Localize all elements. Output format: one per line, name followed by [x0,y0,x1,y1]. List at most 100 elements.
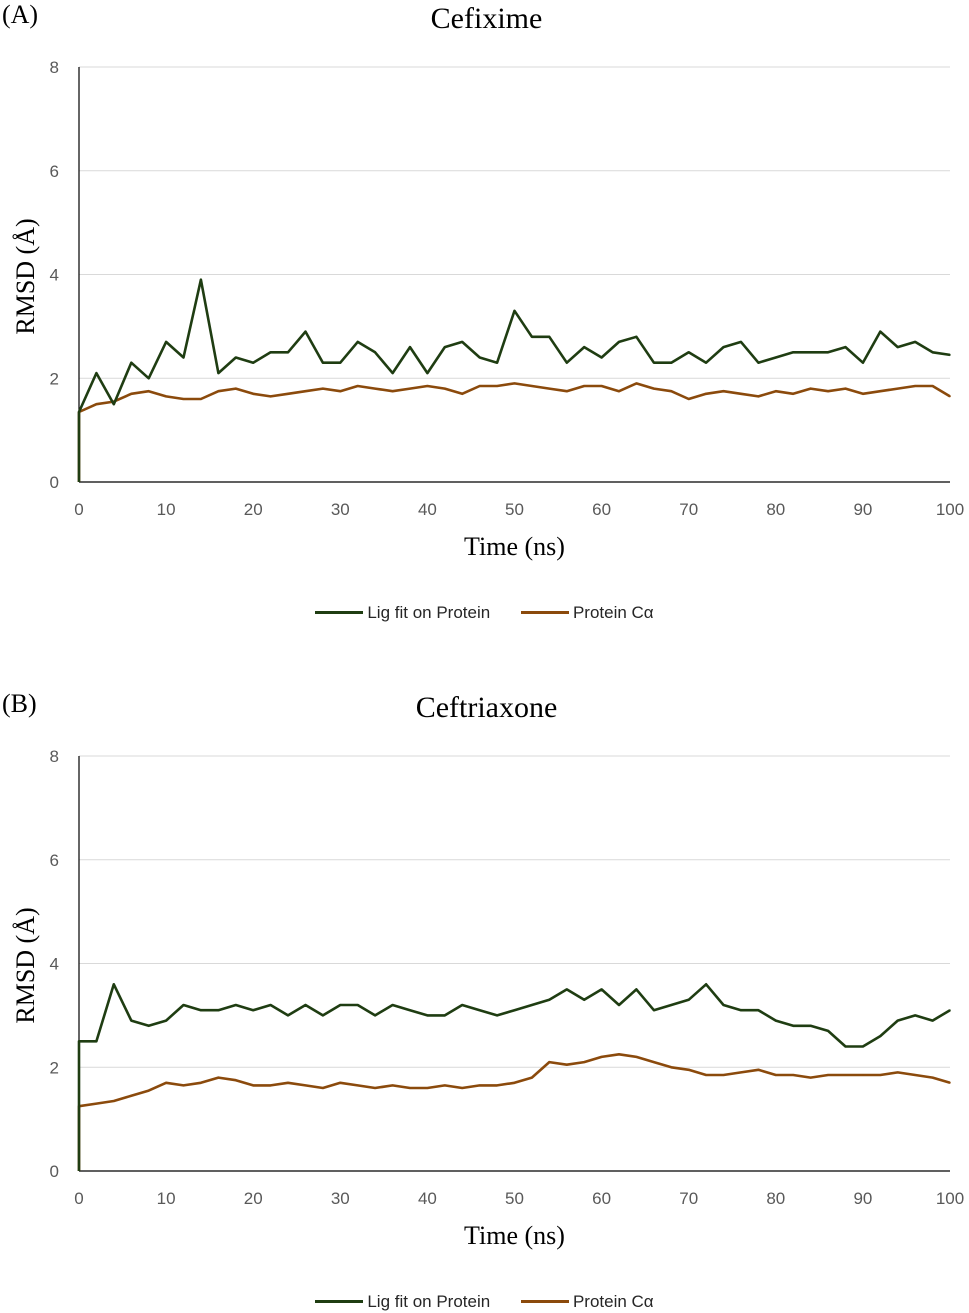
data-point [496,1014,498,1017]
data-point [409,1087,411,1089]
data-point [775,356,777,359]
data-point [931,1019,934,1022]
data-point [235,1004,237,1006]
data-point [496,385,498,387]
data-point [809,1025,812,1027]
data-point [461,341,464,343]
data-point [513,382,516,385]
data-point [409,1009,411,1011]
x-tick-label: 20 [244,500,263,519]
data-point [78,1040,80,1043]
data-point [775,1019,777,1022]
y-tick-label: 4 [50,266,59,285]
data-point [147,1089,150,1092]
data-point [356,341,359,343]
data-point [304,330,307,333]
data-point [322,361,324,364]
data-point [444,1014,446,1017]
data-point [705,393,707,395]
data-point [322,1014,324,1017]
data-point [269,395,272,398]
data-point [705,361,707,364]
data-point [931,385,934,387]
data-point [252,361,254,364]
data-point [113,1100,115,1102]
data-point [426,1014,429,1017]
data-point [914,1074,916,1076]
legend: Lig fit on Protein Protein Cα [0,599,969,623]
data-point [356,385,359,387]
data-point [478,385,481,387]
x-tick-label: 90 [853,1189,872,1208]
data-point [409,387,411,390]
data-point [792,351,794,354]
data-point [879,1074,882,1076]
data-point [566,988,568,991]
data-point [827,351,829,354]
data-point [235,1079,237,1081]
data-point [165,395,167,398]
data-point [252,1084,254,1087]
data-point [269,1004,272,1006]
series-line-lig-fit-on-protein [77,278,951,482]
data-point [635,988,638,991]
data-point [635,1056,638,1058]
data-point [147,1025,150,1027]
x-tick-label: 10 [157,500,176,519]
y-axis-title: RMSD (Å) [11,907,40,1023]
data-point [165,1082,167,1084]
data-point [879,390,882,393]
data-point [374,1087,376,1089]
data-point [339,1004,342,1006]
data-point [827,1074,829,1076]
data-point [879,1035,882,1037]
data-point [287,1082,289,1084]
data-point [548,387,551,390]
x-tick-label: 90 [853,500,872,519]
data-point [391,1004,394,1006]
data-point [670,1066,673,1069]
data-point [740,393,742,395]
data-point [653,361,655,364]
data-point [374,1014,376,1017]
legend-swatch-protein [520,611,569,614]
data-point [287,351,289,354]
legend-swatch-lig [315,611,364,614]
data-point [444,1084,446,1087]
x-axis-title: Time (ns) [464,532,565,561]
x-tick-label: 60 [592,500,611,519]
data-point [670,361,673,364]
data-point [757,1069,760,1071]
data-point [757,395,760,398]
data-point [583,385,585,387]
data-point [757,1009,760,1011]
data-point [914,341,916,343]
x-tick-label: 80 [766,500,785,519]
data-point [513,1082,516,1084]
data-point [809,1076,812,1079]
data-point [513,1009,516,1011]
data-point [548,1061,551,1063]
data-point [687,999,690,1001]
x-tick-label: 40 [418,1189,437,1208]
legend-swatch-lig [315,1300,364,1303]
data-point [670,1004,673,1006]
data-point [182,398,185,400]
data-point [583,1061,585,1063]
x-tick-label: 100 [936,1189,964,1208]
data-point [147,390,150,393]
data-point [339,1082,342,1084]
x-tick-label: 0 [74,500,83,519]
series-line-protein-ca [77,382,951,482]
data-point [635,382,638,385]
data-point [200,278,202,281]
data-point [165,1019,167,1022]
panel-a: (A) Cefixime 0 2 4 6 8 0 10 20 30 40 50 60 70 80 90 100… [0,0,969,650]
data-point [304,1084,307,1087]
data-point [130,361,133,364]
y-tick-label: 6 [50,162,59,181]
data-point [618,1053,620,1056]
data-point [844,1045,847,1048]
